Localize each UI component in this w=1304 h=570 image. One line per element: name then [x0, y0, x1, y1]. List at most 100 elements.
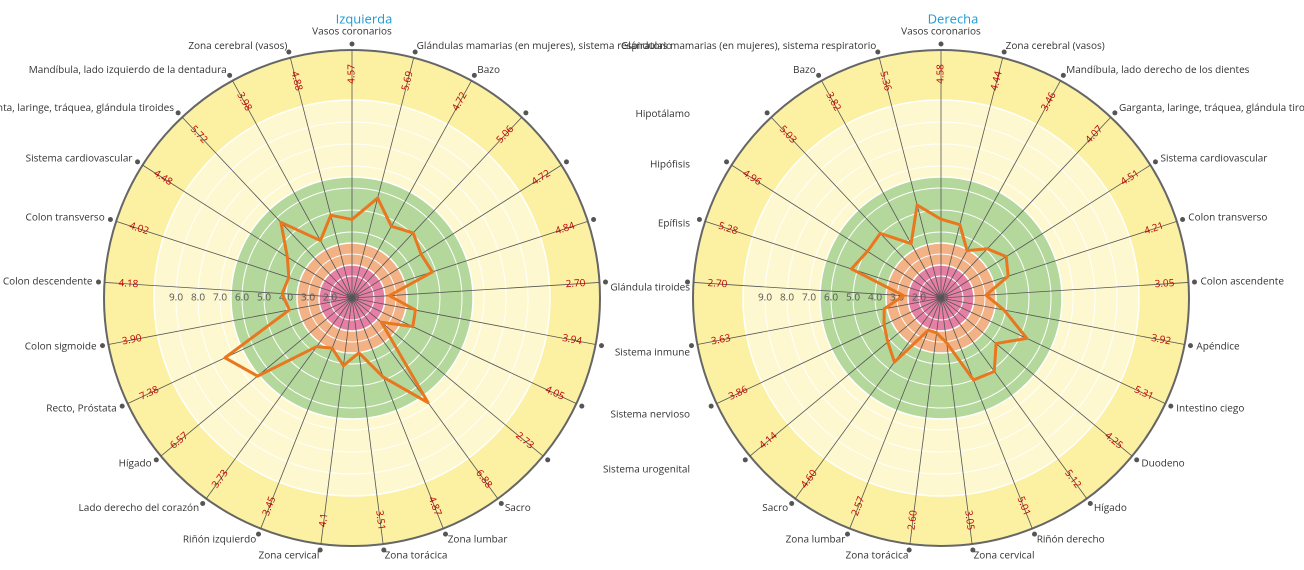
- category-label: Garganta, laringe, tráquea, glándula tir…: [1119, 100, 1304, 114]
- value-label: 4.57: [344, 64, 358, 84]
- category-label: Vasos coronarios: [901, 24, 981, 38]
- r-tick-label: 6.0: [824, 290, 838, 304]
- r-tick-label: 5.0: [846, 290, 860, 304]
- value-label: 4.02: [128, 218, 151, 238]
- spoke-dot: [1152, 159, 1158, 165]
- spoke-dot: [135, 159, 141, 165]
- spoke: [940, 220, 1177, 299]
- category-label: Vasos coronarios: [312, 24, 392, 38]
- spoke-dot: [227, 72, 233, 78]
- spoke-dot: [200, 500, 206, 506]
- value-label: 4.21: [1142, 218, 1165, 237]
- spoke: [940, 282, 1189, 299]
- category-label: Glándulas mamarias (en mujeres), sistema…: [417, 38, 672, 52]
- spoke-dot: [906, 547, 912, 553]
- value-label: 5.69: [397, 69, 416, 92]
- spoke-dot: [696, 217, 702, 223]
- spoke: [104, 282, 353, 299]
- spoke: [351, 297, 384, 545]
- spoke-dot: [381, 547, 387, 553]
- category-label: Colon transverso: [1188, 209, 1267, 223]
- spoke-dot: [1001, 49, 1007, 55]
- category-label: Garganta, laringe, tráquea, glándula tir…: [0, 100, 174, 114]
- spoke-dot: [523, 110, 529, 116]
- category-label: Hígado: [119, 455, 152, 469]
- chart-title: Izquierda: [336, 9, 393, 27]
- spoke-dot: [708, 403, 714, 409]
- value-label: 2.70: [707, 275, 728, 290]
- spoke: [351, 282, 600, 299]
- value-label: 3.63: [710, 330, 732, 348]
- spoke: [940, 164, 1151, 299]
- category-label: Sistema nervioso: [610, 406, 690, 420]
- value-label: 4.18: [118, 275, 139, 290]
- spoke: [940, 297, 1033, 529]
- value-label: 3.51: [373, 509, 389, 530]
- value-label: 3.05: [962, 509, 978, 531]
- spoke: [142, 164, 353, 299]
- r-tick-label: 7.0: [802, 290, 816, 304]
- category-label: Colon descendente: [3, 273, 93, 287]
- category-label: Intestino ciego: [1176, 400, 1244, 414]
- value-label: 4.58: [933, 64, 947, 84]
- category-label: Lado derecho del corazón: [79, 500, 200, 514]
- spoke: [205, 297, 353, 499]
- category-label: Sacro: [505, 500, 531, 514]
- r-tick-label: 5.0: [257, 290, 271, 304]
- category-label: Zona cervical: [974, 548, 1035, 562]
- category-label: Glándulas mamarias (en mujeres), sistema…: [621, 38, 876, 52]
- chart-title: Derecha: [928, 9, 979, 27]
- spoke: [351, 164, 562, 299]
- value-label: 3.05: [1154, 275, 1175, 290]
- spoke: [940, 297, 973, 545]
- spoke-dot: [1032, 531, 1038, 537]
- r-tick-label: 1.0: [345, 290, 359, 304]
- spoke: [351, 116, 523, 299]
- category-label: Mandíbula, lado izquierdo de la dentadur…: [29, 62, 227, 76]
- spoke-dot: [153, 457, 159, 463]
- category-label: Apéndice: [1196, 338, 1240, 352]
- value-label: 4.87: [426, 494, 446, 518]
- r-tick-label: 9.0: [758, 290, 772, 304]
- spoke-dot: [1168, 403, 1174, 409]
- spoke: [940, 297, 1185, 345]
- value-label: 5.28: [717, 218, 740, 238]
- spoke: [320, 297, 353, 545]
- spoke-dot: [764, 110, 770, 116]
- category-label: Glándula tiroides: [610, 279, 690, 293]
- category-label: Sistema cardiovascular: [26, 150, 133, 164]
- spoke-dot: [471, 72, 477, 78]
- spoke: [351, 80, 472, 299]
- spoke: [821, 80, 942, 299]
- spoke: [940, 57, 1004, 299]
- spoke: [351, 220, 588, 299]
- spoke-dot: [107, 217, 113, 223]
- spoke: [705, 220, 942, 299]
- value-label: 4.84: [553, 218, 576, 238]
- spoke: [940, 297, 1088, 499]
- category-label: Riñón derecho: [1037, 531, 1105, 545]
- spoke-dot: [1060, 72, 1066, 78]
- category-label: Zona lumbar: [448, 531, 508, 545]
- spoke-dot: [742, 457, 748, 463]
- category-label: Sistema inmune: [615, 344, 691, 358]
- spoke: [878, 57, 942, 299]
- spoke: [749, 297, 942, 457]
- spoke-dot: [175, 110, 181, 116]
- spoke-dot: [579, 403, 585, 409]
- spoke: [849, 297, 942, 529]
- value-label: 3.45: [258, 494, 278, 518]
- category-label: Bazo: [793, 62, 816, 76]
- category-label: Epífisis: [658, 215, 690, 229]
- category-label: Recto, Próstata: [46, 400, 116, 414]
- spoke: [351, 57, 415, 299]
- spoke-dot: [1134, 457, 1140, 463]
- category-label: Hígado: [1094, 500, 1127, 514]
- spoke-dot: [938, 41, 944, 47]
- spoke-dot: [970, 547, 976, 553]
- spoke-dot: [286, 49, 292, 55]
- spoke-dot: [1188, 343, 1194, 349]
- category-label: Sistema cardiovascular: [1161, 150, 1268, 164]
- category-label: Duodeno: [1141, 455, 1184, 469]
